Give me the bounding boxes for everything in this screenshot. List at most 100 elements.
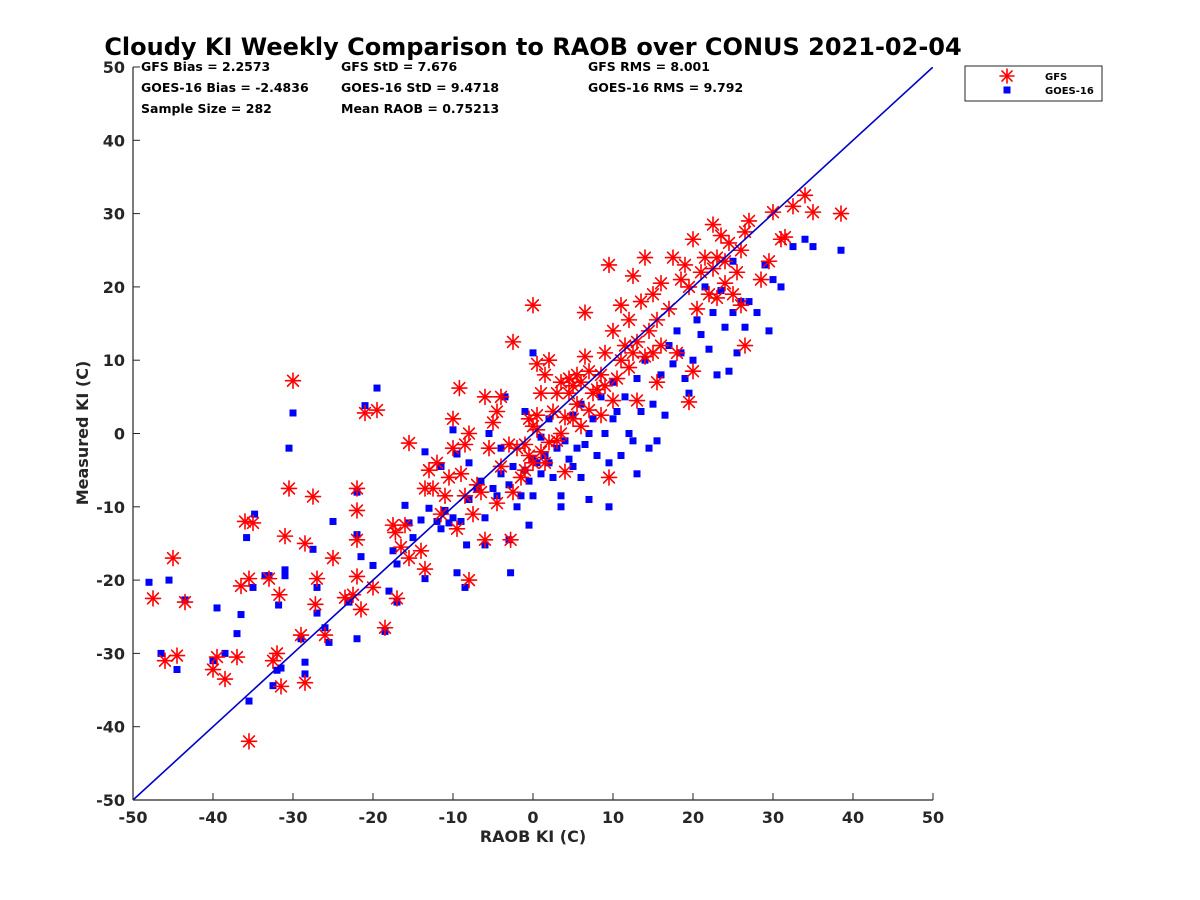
gfs-point (684, 362, 702, 380)
goes16-point (357, 553, 365, 561)
y-tick-label: -20 (96, 571, 125, 590)
goes16-point (233, 630, 241, 638)
y-tick-label: 0 (114, 425, 125, 444)
gfs-point (348, 502, 366, 519)
gfs-point (392, 538, 410, 556)
gfs-point (452, 465, 470, 483)
goes16-point (537, 433, 545, 441)
gfs-point (324, 549, 342, 567)
gfs-point (436, 487, 454, 505)
gfs-point (284, 372, 302, 390)
goes16-point (421, 575, 429, 583)
goes16-point (165, 576, 173, 584)
chart-title: Cloudy KI Weekly Comparison to RAOB over… (104, 33, 961, 61)
goes16-point (725, 367, 733, 375)
gfs-point (368, 401, 386, 419)
gfs-point (204, 661, 222, 678)
gfs-point (736, 223, 754, 241)
gfs-point (604, 392, 622, 409)
goes16-point (497, 444, 505, 452)
gfs-point (628, 392, 646, 409)
goes16-point (745, 298, 753, 306)
gfs-point (716, 274, 734, 292)
gfs-point (364, 579, 382, 596)
gfs-point (244, 514, 262, 532)
gfs-point (528, 355, 546, 373)
gfs-point (296, 674, 314, 692)
gfs-point (620, 311, 638, 329)
gfs-point (516, 436, 534, 453)
gfs-point (732, 241, 750, 259)
goes16-point (633, 470, 641, 478)
gfs-point (164, 549, 182, 567)
goes16-point (657, 371, 665, 379)
goes16-point (837, 246, 845, 254)
x-tick-label: -50 (119, 808, 148, 827)
gfs-point (664, 249, 682, 266)
gfs-point (492, 458, 510, 475)
gfs-point (580, 401, 598, 419)
goes16-point (243, 534, 251, 542)
gfs-point (476, 531, 494, 549)
goes16-point (325, 638, 333, 646)
goes16-point (245, 697, 253, 705)
goes16-point (569, 462, 577, 470)
gfs-point (307, 595, 324, 613)
gfs-point (412, 542, 430, 560)
goes16-point (289, 409, 297, 417)
gfs-point (512, 469, 530, 486)
y-tick-label: 40 (103, 131, 125, 150)
goes16-point (237, 611, 245, 619)
goes16-point (465, 459, 473, 467)
gfs-point (524, 296, 542, 314)
gfs-point (428, 454, 446, 472)
stat-annotation: Mean RAOB = 0.75213 (341, 101, 499, 116)
gfs-point (600, 256, 618, 274)
gfs-point (624, 267, 642, 285)
gfs-point (348, 480, 366, 497)
goes16-point (801, 235, 809, 243)
goes16-point (765, 327, 773, 335)
x-tick-label: 10 (602, 808, 624, 827)
gfs-point (176, 593, 194, 611)
y-axis-label: Measured KI (C) (73, 361, 92, 506)
goes16-point (653, 437, 661, 445)
goes16-point (593, 451, 601, 459)
goes16-point (557, 503, 565, 511)
goes16-point (605, 459, 613, 467)
goes16-point (157, 649, 165, 657)
goes16-point (369, 561, 377, 569)
gfs-point (348, 568, 366, 585)
gfs-point (388, 590, 406, 607)
x-tick-label: 50 (922, 808, 944, 827)
gfs-point (644, 285, 662, 303)
gfs-point (387, 524, 404, 541)
gfs-point (260, 570, 278, 587)
gfs-point (540, 351, 558, 369)
gfs-point (680, 278, 698, 296)
gfs-point (268, 645, 286, 662)
gfs-point (716, 252, 734, 270)
gfs-point (552, 425, 570, 442)
gfs-point (732, 296, 750, 314)
gfs-point (488, 403, 506, 420)
gfs-point (348, 531, 366, 549)
gfs-point (764, 203, 782, 221)
stat-annotation: GOES-16 Bias = -2.4836 (141, 80, 309, 95)
gfs-point (724, 285, 742, 303)
goes16-point (537, 470, 545, 478)
gfs-point (528, 406, 546, 424)
gfs-point (208, 648, 226, 666)
goes16-point (269, 682, 277, 690)
gfs-point (144, 590, 162, 607)
goes16-point (301, 658, 309, 666)
gfs-point (228, 648, 246, 666)
gfs-point (504, 333, 522, 351)
gfs-point (576, 348, 594, 365)
goes16-point (463, 541, 471, 549)
gfs-point (572, 373, 590, 391)
y-tick-label: 10 (103, 351, 125, 370)
goes16-point (309, 545, 317, 553)
y-tick-label: -10 (96, 498, 125, 517)
goes16-point (685, 389, 693, 397)
